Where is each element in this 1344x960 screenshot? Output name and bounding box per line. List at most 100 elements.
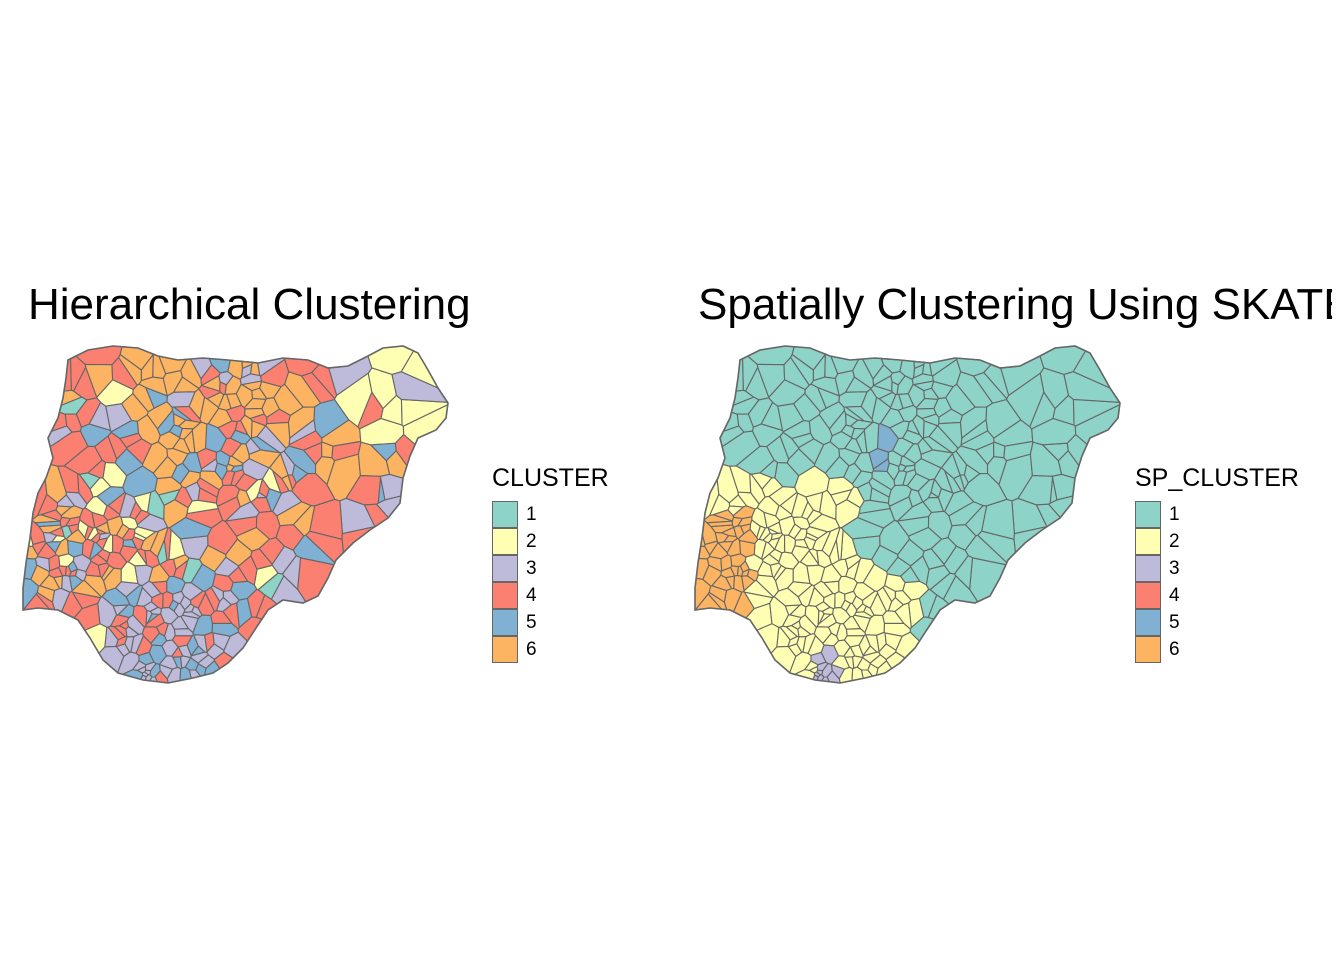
lga-region <box>750 472 773 490</box>
legend-item-6: 6 <box>1135 636 1299 663</box>
lga-region <box>68 575 84 592</box>
lga-region <box>896 515 930 537</box>
legend-item-2: 2 <box>492 528 609 555</box>
lga-region <box>86 526 99 541</box>
lga-region <box>101 564 115 582</box>
lga-region <box>271 545 297 575</box>
lga-region <box>806 564 826 587</box>
lga-region <box>276 501 312 527</box>
lga-region <box>190 645 206 657</box>
lga-region <box>234 473 259 492</box>
lga-region <box>333 372 373 428</box>
lga-region <box>861 590 879 609</box>
lga-region <box>727 505 745 517</box>
legend-swatch <box>1135 582 1161 609</box>
lga-region <box>138 376 168 397</box>
lga-region <box>806 509 824 526</box>
lga-region <box>732 505 756 520</box>
legend-item-1: 1 <box>1135 501 1299 528</box>
lga-region <box>141 671 150 678</box>
lga-region <box>48 526 65 538</box>
lga-region <box>783 356 810 391</box>
lga-region <box>884 573 906 592</box>
legend-item-5: 5 <box>492 609 609 636</box>
lga-region <box>862 645 878 657</box>
lga-region <box>179 470 201 489</box>
lga-region <box>190 563 216 592</box>
legend-label: 5 <box>1169 611 1180 633</box>
lga-region <box>297 557 335 603</box>
legend-label: 4 <box>526 584 537 606</box>
legend-item-1: 1 <box>492 501 609 528</box>
lga-region <box>787 635 800 648</box>
lga-region <box>906 419 921 436</box>
lga-region <box>813 671 822 678</box>
legend-label: 1 <box>1169 503 1180 525</box>
lga-region <box>773 587 803 607</box>
lga-region <box>230 464 244 473</box>
lga-region <box>758 526 771 541</box>
right-legend-title: SP_CLUSTER <box>1135 464 1299 492</box>
lga-region <box>158 655 179 670</box>
lga-region <box>234 419 249 436</box>
lga-region <box>279 450 296 476</box>
lga-region <box>993 441 1006 459</box>
lga-region <box>835 526 844 562</box>
lga-region <box>878 391 897 409</box>
left-map-title: Hierarchical Clustering <box>28 280 471 329</box>
lga-region <box>96 486 126 507</box>
lga-region <box>768 486 798 507</box>
lga-region <box>792 392 821 422</box>
lga-region <box>851 535 881 561</box>
right-legend: SP_CLUSTER 1 2 3 4 5 6 <box>1135 464 1299 663</box>
legend-label: 6 <box>526 638 537 660</box>
lga-region <box>115 523 131 540</box>
legend-label: 3 <box>526 557 537 579</box>
legend-item-2: 2 <box>1135 528 1299 555</box>
lga-region <box>702 564 722 587</box>
lga-region <box>862 563 888 592</box>
lga-region <box>915 397 939 410</box>
lga-region <box>779 431 800 461</box>
lga-region <box>818 401 845 430</box>
lga-region <box>172 590 185 604</box>
lga-region <box>265 421 291 449</box>
lga-region <box>787 523 803 540</box>
lga-region <box>853 452 874 474</box>
lga-region <box>906 473 931 492</box>
lga-region <box>761 553 780 566</box>
legend-item-4: 4 <box>492 582 609 609</box>
lga-region <box>917 478 936 503</box>
lga-region <box>224 515 258 537</box>
legend-swatch <box>492 555 518 582</box>
lga-region <box>172 376 200 393</box>
left-legend-items: 1 2 3 4 5 6 <box>492 501 609 663</box>
left-legend-title: CLUSTER <box>492 464 609 492</box>
legend-item-3: 3 <box>1135 555 1299 582</box>
lga-region <box>243 397 267 410</box>
legend-label: 5 <box>526 611 537 633</box>
legend-swatch <box>492 636 518 663</box>
lga-region <box>822 592 836 610</box>
lga-region <box>805 531 820 542</box>
lga-region <box>844 376 872 393</box>
lga-region <box>830 655 851 670</box>
lga-region <box>179 535 209 561</box>
lga-region <box>791 545 811 563</box>
lga-region <box>143 601 159 612</box>
lga-region <box>943 545 969 575</box>
lga-region <box>57 465 80 494</box>
lga-region <box>30 564 50 587</box>
lga-region <box>743 591 774 610</box>
legend-item-3: 3 <box>492 555 609 582</box>
lga-region <box>832 607 851 625</box>
legend-swatch <box>1135 555 1161 582</box>
lga-region <box>1005 372 1045 428</box>
legend-item-6: 6 <box>492 636 609 663</box>
lga-region <box>119 545 139 563</box>
lga-region <box>60 505 84 520</box>
legend-swatch <box>1135 609 1161 636</box>
lga-region <box>250 420 267 439</box>
legend-swatch <box>1135 528 1161 555</box>
